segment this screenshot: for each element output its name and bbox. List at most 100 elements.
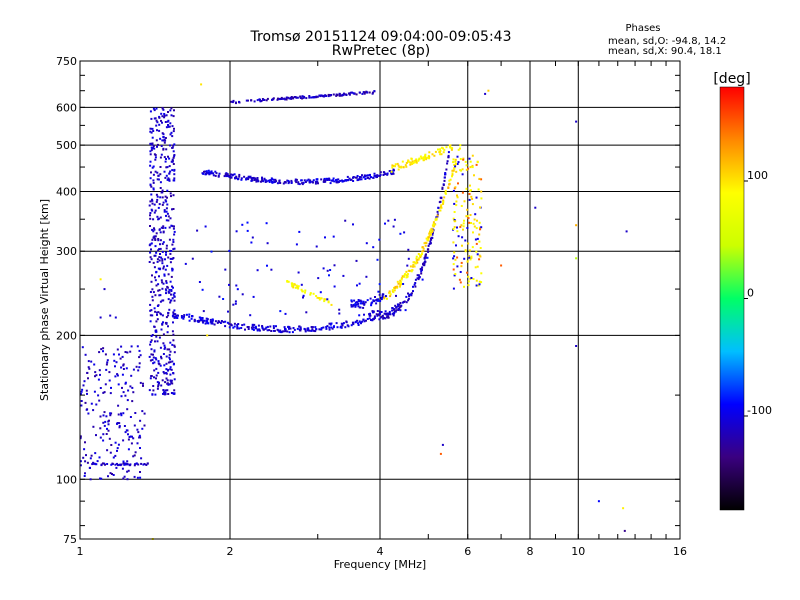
data-point-second-hop-420 [325,177,328,180]
data-point-f-layer-o-rise [372,311,375,314]
data-point-cusp-1.5 [171,343,174,346]
data-point-low-freq-scatter [105,363,108,366]
data-point-f-layer-x-upper [432,223,435,225]
data-point-second-hop-420 [354,176,357,179]
data-point-cusp-1.5 [164,199,167,202]
data-point-f-layer-o-rise [427,250,430,253]
data-point-cusp-1.5 [166,178,169,181]
data-point-third-hop-620 [351,91,354,94]
data-point-base-line-105km [117,464,119,467]
data-point-f-layer-x-upper [435,217,438,220]
data-point-f-layer-o-lower [247,328,250,330]
data-point-cusp-1.5 [153,109,156,112]
data-point-cusp-1.5 [170,250,173,252]
data-point-x-trace-yellow [456,163,459,165]
data-point-low-freq-scatter [92,425,95,428]
data-point-cusp-1.5 [155,367,158,370]
data-point-f-layer-o-rise [423,257,426,260]
data-point-cusp-1.5 [158,336,161,339]
data-point-f-layer-x-upper [422,249,425,252]
data-point-x-trace-yellow [454,273,457,275]
data-point-cusp-1.5 [160,226,163,229]
data-point-f-layer-o-lower [257,328,260,331]
data-point-f-layer-o-rise [384,310,387,313]
data-point-second-hop-upper-yellow [449,144,452,147]
data-point-x-trace-yellow [475,279,478,282]
data-point-x-trace-yellow [471,246,474,249]
data-point-f-layer-o-lower [325,326,328,328]
data-point-f-layer-x-upper [403,275,406,278]
data-point-f-layer-o-rise [387,316,390,319]
data-point-cusp-1.5 [151,136,154,139]
data-point-f-layer-o-rise [385,312,388,315]
data-point-cusp-1.5 [171,257,174,260]
data-point-second-hop-420 [297,182,300,185]
data-point-low-freq-scatter [114,441,117,444]
data-point-f-layer-o-rise [409,293,412,296]
data-point-second-hop-420 [234,177,237,180]
data-point-x-trace-yellow [453,202,456,205]
data-point-low-freq-scatter [80,390,83,393]
data-point-cusp-1.5 [152,145,155,147]
data-point-f-layer-x-upper [354,301,357,304]
data-point-cusp-1.5 [168,172,171,175]
data-point-cusp-1.5 [165,207,168,210]
data-point-cusp-1.5 [152,353,154,356]
data-point-f-layer-o-rise [446,160,449,163]
data-point-second-hop-420 [260,180,262,183]
data-point-sparse-mid [228,249,231,252]
data-point-cusp-1.5 [172,144,175,147]
data-point-f-layer-o-rise [380,315,383,318]
data-point-cusp-1.5 [167,273,170,276]
data-point-cusp-1.5 [163,390,166,393]
data-point-second-hop-420 [223,175,226,178]
data-point-f-layer-o-lower [352,323,355,326]
data-point-f-layer-x-upper [350,303,353,306]
data-point-cusp-1.5 [170,224,173,227]
data-point-low-freq-scatter [102,421,105,424]
data-point-f-layer-o-lower [279,331,282,334]
data-point-cusp-1.5 [169,133,172,136]
data-point-cusp-1.5 [173,168,176,171]
data-point-cusp-1.5 [169,109,172,112]
data-point-cusp-1.5 [168,179,171,182]
data-point-x-trace-yellow [457,182,459,185]
data-point-f-layer-o-lower [291,331,294,334]
data-point-low-freq-scatter [80,404,83,407]
data-point-cusp-1.5 [151,334,154,336]
data-point-cusp-1.5 [172,372,175,374]
data-point-x-trace-yellow [456,256,459,259]
data-point-second-hop-420 [275,180,278,183]
data-point-second-hop-420 [247,175,250,178]
data-point-cusp-1.5 [167,219,170,222]
data-point-base-line-105km [134,463,137,466]
data-point-cusp-1.5 [163,156,166,159]
data-point-f-layer-o-lower [311,326,314,329]
data-point-cusp-1.5 [164,321,167,324]
data-point-cusp-1.5 [160,384,163,387]
data-point-sparse-mid [402,283,405,285]
data-point-second-hop-420 [376,176,378,178]
data-point-cusp-1.5 [164,226,167,229]
data-point-cusp-1.5 [156,381,159,384]
data-point-f-layer-x-upper [399,285,401,288]
data-point-f-layer-o-rise [431,236,434,239]
data-point-f-layer-o-rise [392,314,395,317]
data-point-cusp-1.5 [159,187,162,189]
data-point-cusp-1.5 [150,117,153,120]
data-point-cusp-1.5 [169,341,172,344]
data-point-x-trace-yellow [460,261,463,264]
data-point-f-layer-o-lower [288,331,291,334]
data-point-cusp-1.5 [150,193,153,196]
data-point-f-layer-x-upper [377,299,380,302]
data-point-x-trace-yellow [466,260,469,263]
data-point-cusp-1.5 [149,343,152,346]
data-point-base-line-105km [126,463,129,466]
data-point-low-freq-scatter [103,424,106,427]
data-point-sparse-mid [363,313,365,316]
data-point-mid-yellow-arc [309,293,312,296]
data-point-cusp-1.5 [156,313,158,316]
data-point [99,278,102,281]
data-point-cusp-1.5 [150,339,153,342]
data-point-low-freq-scatter [139,354,142,357]
